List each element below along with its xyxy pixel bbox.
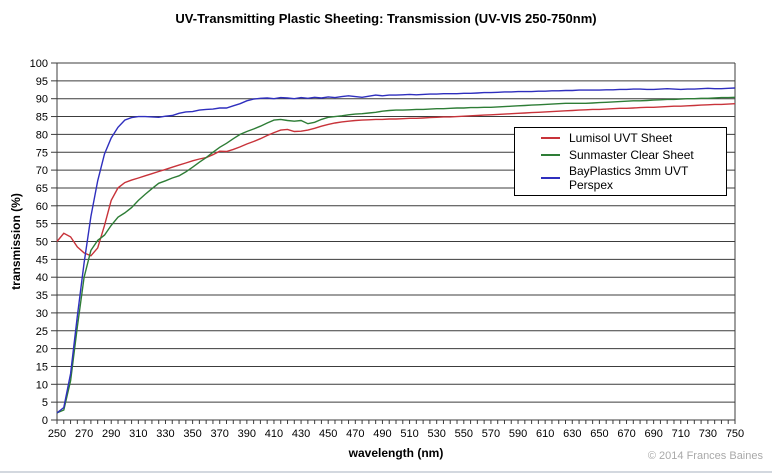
xtick-label-490: 490: [373, 428, 391, 440]
legend-label-lumisol: Lumisol UVT Sheet: [569, 130, 673, 145]
xtick-label-350: 350: [183, 428, 201, 440]
lumisol-line-sample: [541, 136, 560, 139]
bayplastics-line-sample: [541, 177, 560, 180]
xtick-label-410: 410: [265, 428, 283, 440]
ytick-label-25: 25: [36, 326, 48, 338]
ytick-label-15: 15: [36, 361, 48, 373]
legend-item-bayplastics: BayPlastics 3mm UVT Perspex: [541, 164, 726, 192]
xtick-label-370: 370: [211, 428, 229, 440]
ytick-label-60: 60: [36, 201, 48, 213]
ytick-label-100: 100: [30, 58, 48, 70]
ytick-label-40: 40: [36, 272, 48, 284]
xtick-label-590: 590: [509, 428, 527, 440]
xtick-label-630: 630: [563, 428, 581, 440]
xtick-label-710: 710: [672, 428, 690, 440]
series-line-bayplastics-3mm-uvt-perspex: [56, 87, 736, 414]
xtick-label-730: 730: [699, 428, 717, 440]
xtick-label-570: 570: [482, 428, 500, 440]
ytick-label-30: 30: [36, 308, 48, 320]
legend-label-bayplastics: BayPlastics 3mm UVT Perspex: [569, 164, 689, 193]
ytick-label-5: 5: [42, 397, 48, 409]
y-axis-title: transmission (%): [9, 193, 23, 290]
xtick-label-430: 430: [292, 428, 310, 440]
ytick-label-85: 85: [36, 112, 48, 124]
ytick-label-10: 10: [36, 379, 48, 391]
xtick-label-670: 670: [617, 428, 635, 440]
xtick-label-550: 550: [455, 428, 473, 440]
ytick-label-65: 65: [36, 183, 48, 195]
xtick-label-250: 250: [48, 428, 66, 440]
ytick-label-55: 55: [36, 219, 48, 231]
ytick-label-80: 80: [36, 129, 48, 141]
xtick-label-750: 750: [726, 428, 744, 440]
ytick-label-95: 95: [36, 76, 48, 88]
x-axis-title: wavelength (nm): [348, 446, 444, 460]
xtick-label-470: 470: [346, 428, 364, 440]
sunmaster-line-sample: [541, 153, 560, 156]
xtick-label-270: 270: [75, 428, 93, 440]
copyright-note: © 2014 Frances Baines: [647, 450, 763, 462]
xtick-label-530: 530: [428, 428, 446, 440]
xtick-label-610: 610: [536, 428, 554, 440]
ytick-label-90: 90: [36, 94, 48, 106]
legend-item-lumisol: Lumisol UVT Sheet: [541, 131, 726, 145]
ytick-label-70: 70: [36, 165, 48, 177]
ytick-label-45: 45: [36, 254, 48, 266]
xtick-label-290: 290: [102, 428, 120, 440]
series-line-lumisol-uvt-sheet: [56, 103, 736, 257]
page-bottom-rule: [0, 471, 772, 473]
ytick-label-20: 20: [36, 344, 48, 356]
ytick-label-50: 50: [36, 237, 48, 249]
legend-label-sunmaster: Sunmaster Clear Sheet: [569, 147, 694, 162]
xtick-label-690: 690: [644, 428, 662, 440]
xtick-label-450: 450: [319, 428, 337, 440]
xtick-label-390: 390: [238, 428, 256, 440]
legend-item-sunmaster: Sunmaster Clear Sheet: [541, 148, 726, 162]
xtick-label-310: 310: [129, 428, 147, 440]
xtick-label-510: 510: [400, 428, 418, 440]
series-line-sunmaster-clear-sheet: [56, 96, 736, 414]
ytick-label-75: 75: [36, 147, 48, 159]
xtick-label-330: 330: [156, 428, 174, 440]
ytick-label-0: 0: [42, 415, 48, 427]
xtick-label-650: 650: [590, 428, 608, 440]
chart-title: UV-Transmitting Plastic Sheeting: Transm…: [175, 11, 597, 26]
ytick-label-35: 35: [36, 290, 48, 302]
legend: Lumisol UVT Sheet Sunmaster Clear Sheet …: [514, 127, 727, 196]
